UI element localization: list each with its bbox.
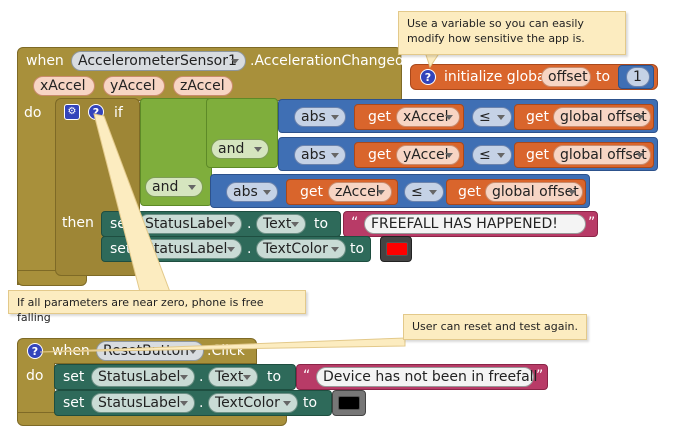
abs-dropdown-y[interactable]: abs [294, 145, 346, 165]
reset-comment-pointer [39, 337, 406, 353]
question-icon[interactable]: ? [420, 69, 436, 85]
chevron-down-icon [331, 247, 339, 252]
chevron-down-icon [568, 190, 576, 195]
get-label: get [368, 109, 391, 125]
lte-operator-dropdown-x[interactable]: ≤ [472, 107, 512, 127]
chevron-down-icon [377, 190, 385, 195]
freefall-comment-pointer [93, 113, 171, 293]
do-label: do [24, 105, 42, 121]
chevron-down-icon [497, 153, 505, 158]
chevron-down-icon [291, 222, 299, 227]
to-label: to [267, 369, 282, 385]
initialize-global-label: initialize global [444, 69, 550, 85]
open-quote: “ [303, 368, 311, 384]
chevron-down-icon [429, 190, 437, 195]
chevron-down-icon [636, 115, 644, 120]
freefall-comment[interactable]: If all parameters are near zero, phone i… [8, 290, 306, 324]
textcolor-property-dropdown[interactable]: TextColor [208, 393, 298, 413]
chevron-down-icon [189, 349, 197, 354]
param-zaccel[interactable]: zAccel [173, 76, 233, 96]
when-label: when [26, 53, 64, 69]
global-offset-dropdown-z[interactable]: global offset [485, 182, 583, 202]
reset-comment[interactable]: User can reset and test again. [403, 314, 587, 340]
do-label: do [26, 368, 44, 384]
dot-label: . [247, 216, 252, 232]
get-label: get [526, 147, 549, 163]
get-label: get [300, 184, 323, 200]
black-color-swatch[interactable] [338, 396, 360, 410]
lte-operator-dropdown-y[interactable]: ≤ [472, 145, 512, 165]
global-variable-name[interactable]: offset [541, 67, 591, 87]
to-label: to [596, 69, 611, 85]
abs-dropdown-z[interactable]: abs [226, 182, 278, 202]
statuslabel-component-dropdown[interactable]: StatusLabel [138, 214, 242, 234]
reset-text-value[interactable]: Device has not been in freefall [316, 367, 537, 387]
param-xaccel[interactable]: xAccel [33, 76, 95, 96]
freefall-text-value[interactable]: FREEFALL HAS HAPPENED! [364, 214, 586, 234]
chevron-down-icon [331, 153, 339, 158]
close-quote: ” [588, 215, 596, 231]
global-offset-dropdown-x[interactable]: global offset [553, 107, 651, 127]
text-property-dropdown[interactable]: Text [256, 214, 306, 234]
then-label: then [62, 215, 94, 231]
chevron-down-icon [497, 115, 505, 120]
chevron-down-icon [263, 190, 271, 195]
chevron-down-icon [180, 401, 188, 406]
statuslabel-component-dropdown[interactable]: StatusLabel [91, 393, 195, 413]
chevron-down-icon [445, 153, 453, 158]
question-icon[interactable]: ? [27, 343, 43, 359]
to-label: to [303, 395, 318, 411]
lte-operator-dropdown-z[interactable]: ≤ [404, 182, 444, 202]
open-quote: “ [351, 215, 359, 231]
statuslabel-component-dropdown[interactable]: StatusLabel [91, 367, 195, 387]
chevron-down-icon [227, 222, 235, 227]
dot-label: . [199, 369, 204, 385]
red-color-swatch[interactable] [386, 242, 408, 256]
accelerometer-component-dropdown[interactable]: AccelerometerSensor1 [71, 51, 246, 71]
acceleration-changed-do-column [17, 100, 57, 285]
xaccel-variable-dropdown[interactable]: xAccel [396, 107, 460, 127]
yaccel-variable-dropdown[interactable]: yAccel [396, 145, 460, 165]
chevron-down-icon [180, 375, 188, 380]
get-label: get [526, 109, 549, 125]
get-label: get [368, 147, 391, 163]
abs-dropdown-x[interactable]: abs [294, 107, 346, 127]
chevron-down-icon [445, 115, 453, 120]
event-name-label: .AccelerationChanged [250, 53, 404, 69]
variable-comment[interactable]: Use a variable so you can easily modify … [398, 11, 626, 55]
chevron-down-icon [331, 115, 339, 120]
get-label: get [458, 184, 481, 200]
to-label: to [314, 216, 329, 232]
set-label: set [63, 395, 85, 411]
dot-label: . [247, 241, 252, 257]
if-label: if [114, 105, 123, 121]
set-label: set [63, 369, 85, 385]
text-property-dropdown[interactable]: Text [208, 367, 258, 387]
global-offset-dropdown-y[interactable]: global offset [553, 145, 651, 165]
chevron-down-icon [283, 401, 291, 406]
textcolor-property-dropdown[interactable]: TextColor [256, 239, 346, 259]
set-label: set [110, 241, 132, 257]
statuslabel-component-dropdown[interactable]: StatusLabel [138, 239, 242, 259]
global-offset-value[interactable]: 1 [626, 67, 650, 87]
gear-icon[interactable]: ⚙ [64, 104, 80, 120]
chevron-down-icon [231, 59, 239, 64]
chevron-down-icon [254, 147, 262, 152]
close-quote: ” [536, 368, 544, 384]
to-label: to [350, 241, 365, 257]
outer-and-dropdown[interactable]: and [145, 177, 203, 197]
zaccel-variable-dropdown[interactable]: zAccel [328, 182, 392, 202]
initialize-global-block[interactable] [410, 64, 658, 90]
chevron-down-icon [636, 153, 644, 158]
chevron-down-icon [227, 247, 235, 252]
chevron-down-icon [243, 375, 251, 380]
chevron-down-icon [188, 185, 196, 190]
param-yaccel[interactable]: yAccel [103, 76, 165, 96]
inner-and-dropdown[interactable]: and [211, 139, 269, 159]
dot-label: . [199, 395, 204, 411]
